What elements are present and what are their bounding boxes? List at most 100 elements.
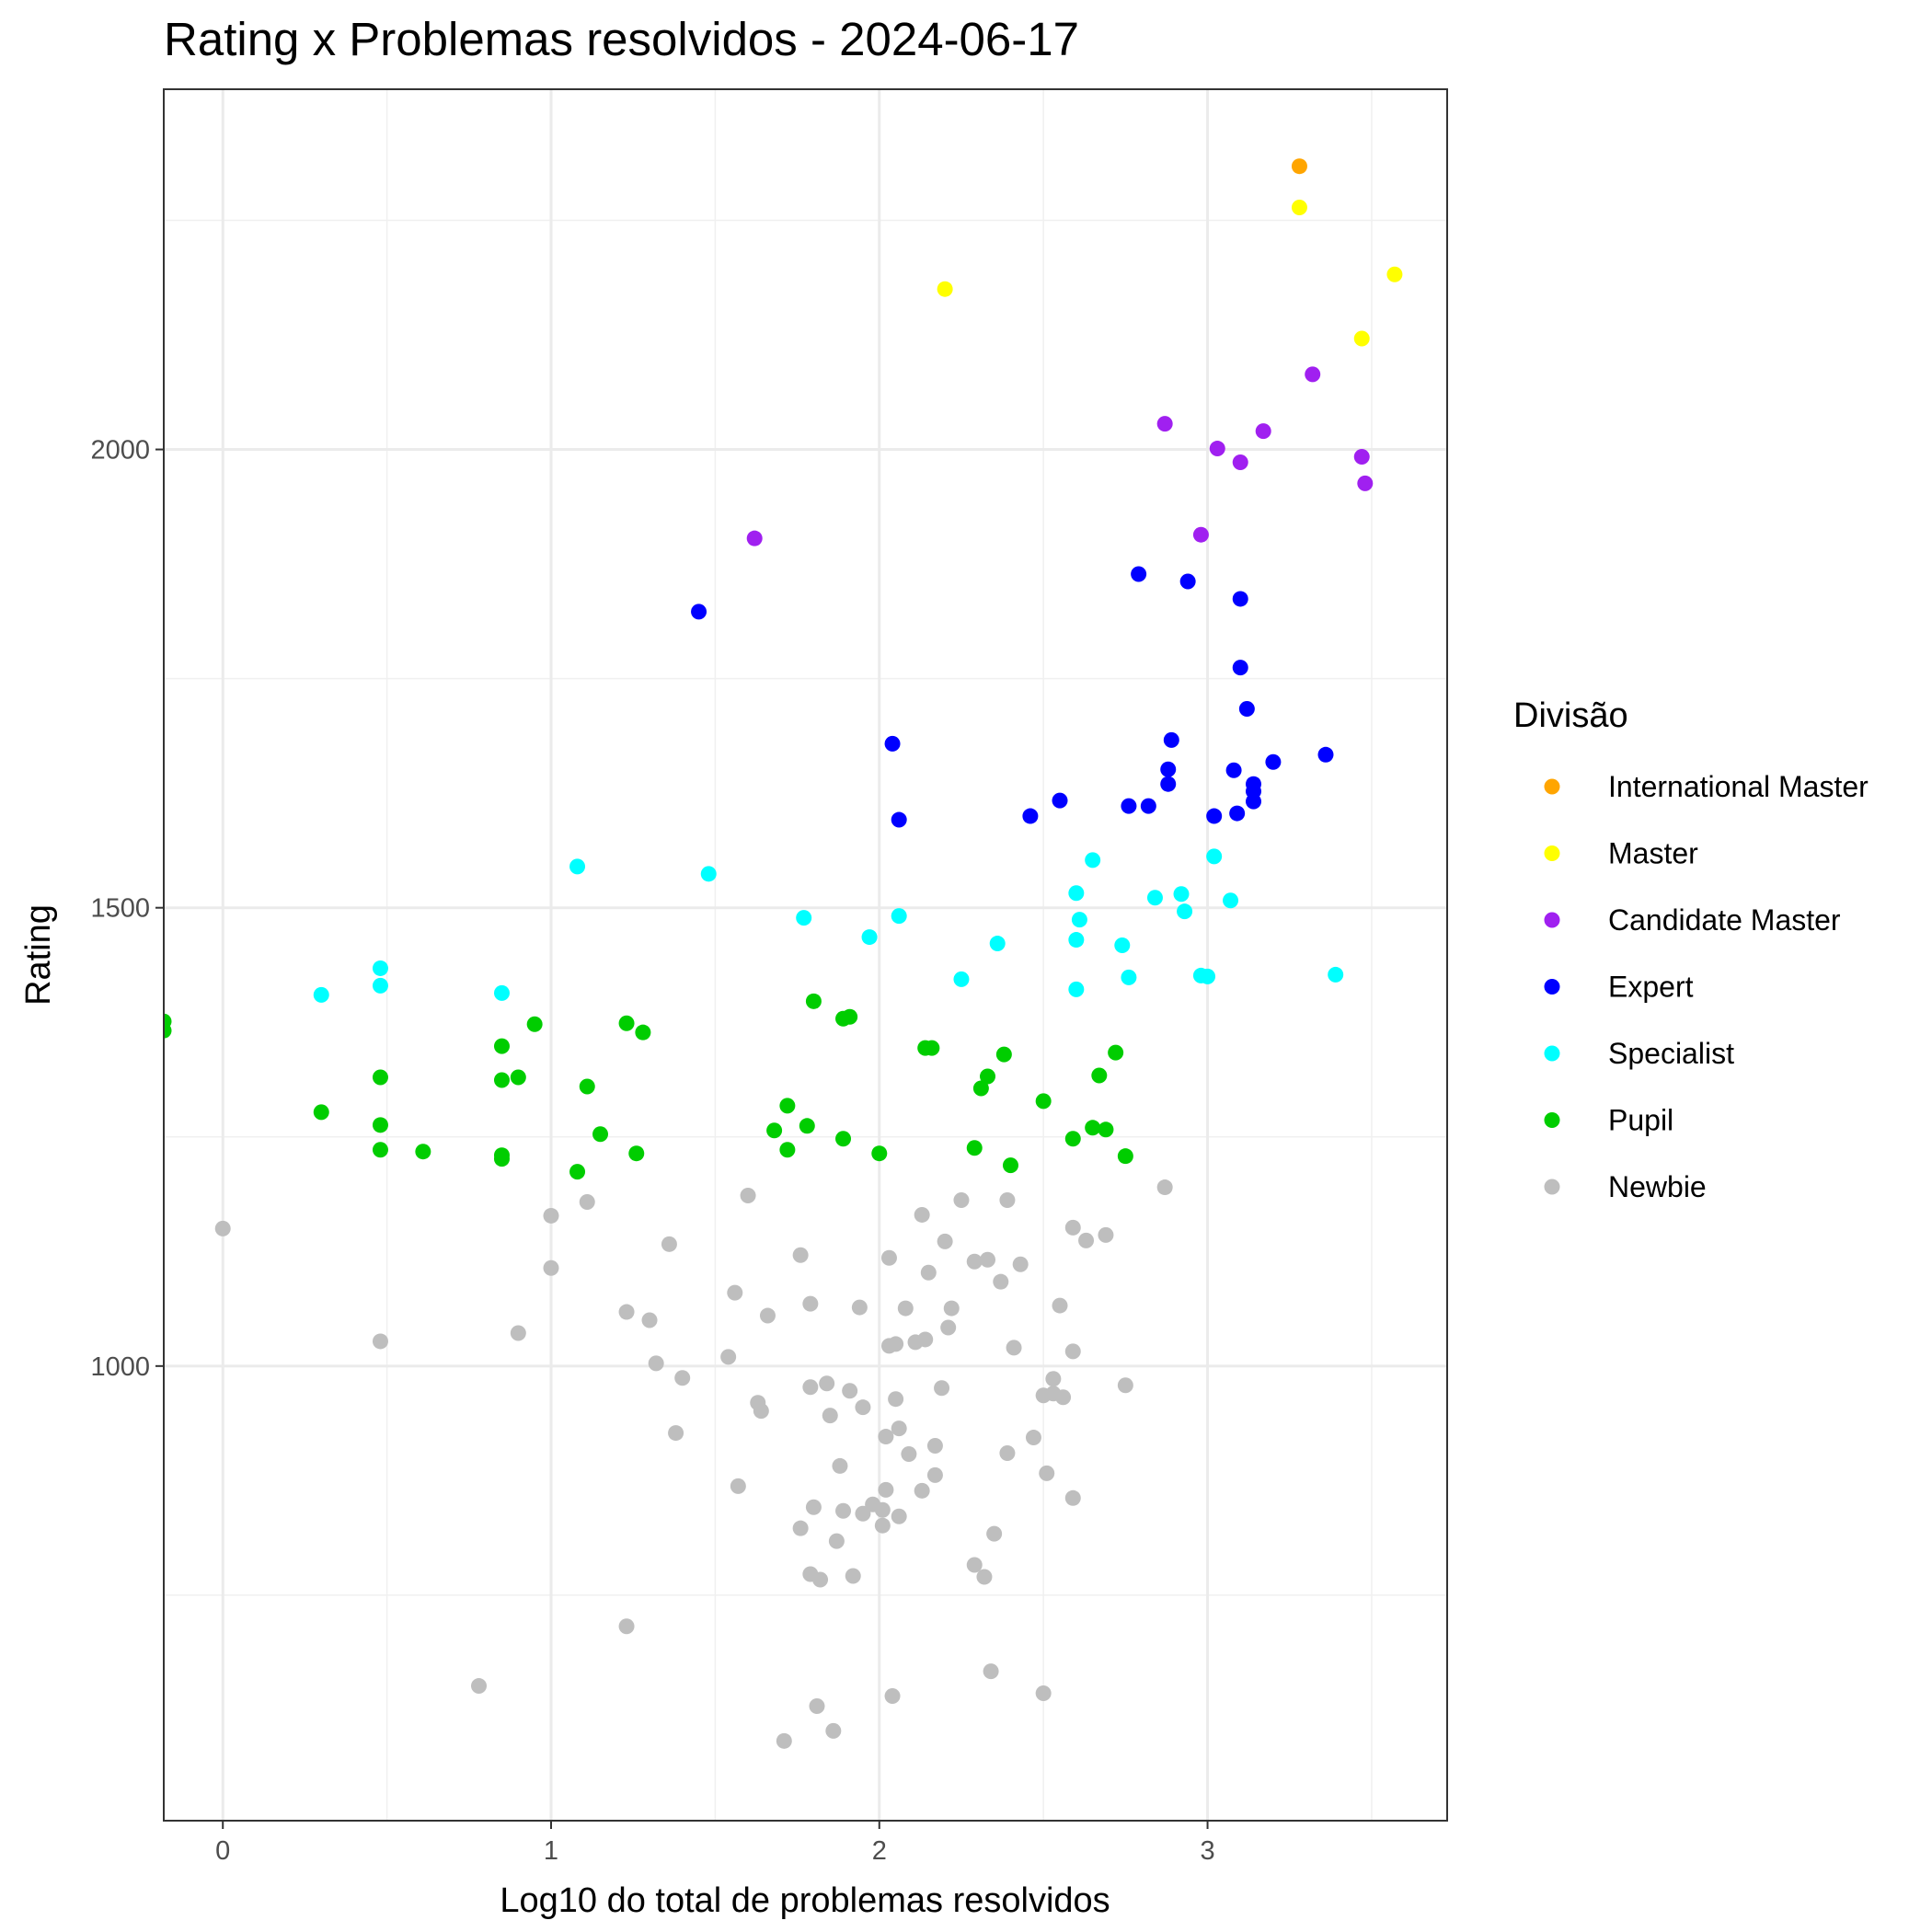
- point-expert: [1022, 808, 1039, 824]
- point-pupil: [972, 1080, 989, 1097]
- point-specialist: [1068, 885, 1085, 902]
- point-newbie: [1045, 1371, 1062, 1387]
- minor-gridlines: [164, 89, 1447, 1821]
- point-specialist: [989, 936, 1006, 952]
- point-pupil: [628, 1145, 645, 1162]
- point-specialist: [1223, 892, 1239, 909]
- point-candidate-master: [1156, 416, 1173, 432]
- legend: Divisão International Master Master Candid…: [1513, 696, 1869, 1203]
- point-specialist: [1068, 981, 1085, 997]
- point-specialist: [1068, 932, 1085, 949]
- point-newbie: [891, 1420, 907, 1437]
- legend-label-pupil: Pupil: [1608, 1104, 1673, 1137]
- point-newbie: [802, 1295, 819, 1312]
- point-newbie: [914, 1482, 930, 1499]
- point-pupil: [766, 1122, 783, 1139]
- point-pupil: [372, 1069, 388, 1086]
- point-expert: [1232, 660, 1248, 676]
- point-specialist: [1177, 903, 1193, 920]
- point-master: [937, 281, 953, 297]
- point-newbie: [618, 1304, 635, 1320]
- point-newbie: [832, 1457, 848, 1474]
- point-expert: [884, 735, 901, 752]
- legend-key-newbie: [1544, 1179, 1560, 1195]
- point-newbie: [888, 1391, 904, 1408]
- point-newbie: [874, 1501, 891, 1518]
- x-tick-label: 0: [215, 1836, 230, 1866]
- point-newbie: [983, 1663, 999, 1680]
- point-newbie: [842, 1383, 858, 1399]
- point-pupil: [493, 1038, 510, 1054]
- point-candidate-master: [1209, 441, 1225, 457]
- point-specialist: [1206, 848, 1223, 865]
- point-expert: [1160, 776, 1177, 792]
- point-newbie: [966, 1557, 983, 1573]
- point-pupil: [1035, 1093, 1052, 1110]
- point-master: [1353, 330, 1370, 347]
- point-newbie: [926, 1466, 943, 1483]
- point-newbie: [792, 1247, 809, 1263]
- point-expert: [1246, 793, 1262, 810]
- x-axis-ticks: 0 1 2 3: [215, 1821, 1215, 1866]
- data-points: [164, 158, 1403, 1749]
- point-newbie: [937, 1233, 953, 1249]
- legend-key-specialist: [1544, 1045, 1560, 1062]
- legend-key-international-master: [1544, 778, 1560, 795]
- point-pupil: [924, 1040, 940, 1056]
- point-pupil: [493, 1151, 510, 1167]
- legend-label-candidate-master: Candidate Master: [1608, 903, 1841, 937]
- point-newbie: [809, 1697, 825, 1714]
- point-specialist: [313, 986, 329, 1003]
- point-newbie: [579, 1194, 595, 1211]
- point-newbie: [641, 1312, 658, 1328]
- point-pupil: [779, 1142, 796, 1158]
- point-candidate-master: [1255, 423, 1271, 440]
- point-pupil: [1085, 1120, 1101, 1136]
- point-pupil: [569, 1164, 586, 1180]
- point-newbie: [1025, 1430, 1041, 1446]
- point-newbie: [510, 1325, 526, 1341]
- x-axis-title: Log10 do total de problemas resolvidos: [500, 1881, 1110, 1920]
- point-newbie: [1098, 1226, 1114, 1243]
- point-newbie: [1078, 1232, 1095, 1248]
- point-newbie: [727, 1284, 743, 1301]
- point-candidate-master: [1305, 366, 1321, 383]
- point-newbie: [1064, 1219, 1081, 1236]
- legend-key-candidate-master: [1544, 912, 1560, 928]
- point-newbie: [648, 1355, 664, 1372]
- point-newbie: [917, 1331, 934, 1348]
- point-specialist: [372, 960, 388, 976]
- point-expert: [1229, 805, 1246, 822]
- point-newbie: [999, 1444, 1016, 1461]
- point-expert: [1163, 731, 1179, 748]
- point-pupil: [1108, 1044, 1124, 1061]
- point-specialist: [796, 910, 812, 926]
- point-expert: [1140, 798, 1156, 814]
- legend-label-specialist: Specialist: [1608, 1037, 1734, 1070]
- point-newbie: [976, 1569, 993, 1585]
- point-specialist: [493, 984, 510, 1001]
- point-specialist: [700, 866, 717, 882]
- y-axis-ticks: 1000 1500 2000: [90, 436, 164, 1382]
- point-newbie: [884, 1688, 901, 1705]
- point-pupil: [995, 1046, 1012, 1063]
- point-newbie: [845, 1568, 861, 1584]
- x-tick-label: 2: [872, 1836, 887, 1866]
- point-newbie: [1006, 1340, 1022, 1356]
- legend-label-newbie: Newbie: [1608, 1170, 1707, 1203]
- y-tick-label: 2000: [90, 436, 150, 466]
- point-specialist: [1071, 912, 1087, 928]
- point-newbie: [819, 1375, 835, 1392]
- point-newbie: [926, 1438, 943, 1455]
- point-newbie: [802, 1379, 819, 1396]
- point-newbie: [880, 1249, 897, 1266]
- point-newbie: [740, 1188, 756, 1204]
- point-candidate-master: [1353, 449, 1370, 466]
- x-tick-label: 1: [544, 1836, 558, 1866]
- legend-key-pupil: [1544, 1112, 1560, 1128]
- point-newbie: [1052, 1297, 1068, 1314]
- point-candidate-master: [1357, 475, 1374, 491]
- point-expert: [1160, 761, 1177, 777]
- legend-label-master: Master: [1608, 837, 1698, 870]
- point-pupil: [372, 1142, 388, 1158]
